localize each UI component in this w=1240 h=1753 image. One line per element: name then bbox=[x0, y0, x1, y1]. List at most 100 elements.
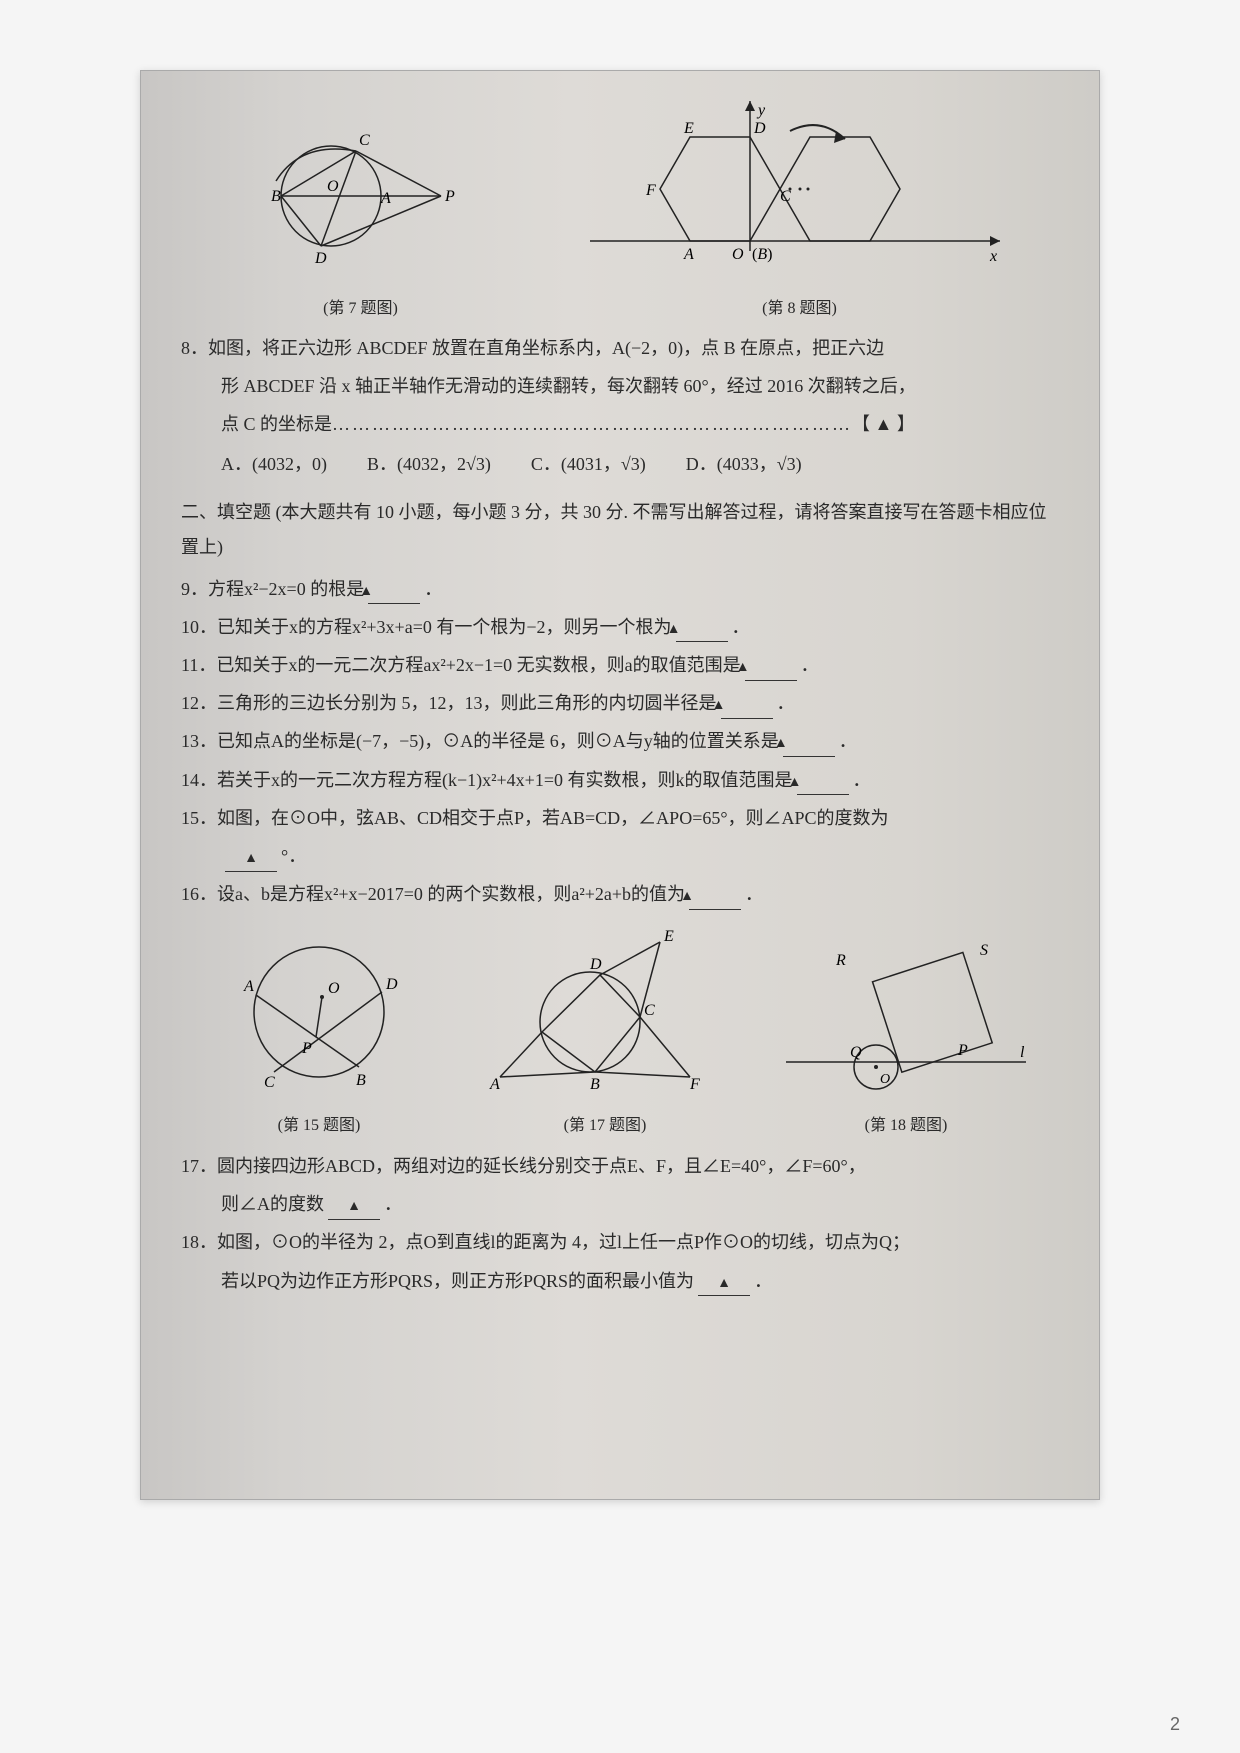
q8-optA: A．(4032，0) bbox=[221, 447, 327, 481]
q16-num: 16． bbox=[181, 884, 217, 904]
q18-cont: 若以PQ为边作正方形PQRS，则正方形PQRS的面积最小值为▲． bbox=[221, 1264, 1059, 1298]
fig15-caption: (第 15 题图) bbox=[204, 1111, 434, 1141]
svg-text:B: B bbox=[356, 1072, 366, 1089]
svg-text:y: y bbox=[756, 102, 766, 119]
svg-text:D: D bbox=[589, 956, 602, 973]
q8-optB: B．(4032，2√3) bbox=[367, 447, 491, 481]
q17-text-b: 则∠A的度数 bbox=[221, 1194, 324, 1214]
fig18-caption: (第 18 题图) bbox=[776, 1111, 1036, 1141]
content-area: B A P C D O (第 7 题图) y x bbox=[141, 71, 1099, 1499]
q17-cont: 则∠A的度数▲． bbox=[221, 1187, 1059, 1221]
q15-text: 如图，在⊙O中，弦AB、CD相交于点P，若AB=CD，∠APO=65°，则∠AP… bbox=[217, 808, 889, 828]
q12-blank: ▲ bbox=[721, 691, 773, 719]
fig18-svg: l O P Q R S bbox=[776, 927, 1036, 1097]
svg-text:A: A bbox=[489, 1076, 500, 1093]
figure-row-top: B A P C D O (第 7 题图) y x bbox=[181, 91, 1059, 325]
svg-text:D: D bbox=[314, 250, 327, 267]
svg-text:F: F bbox=[689, 1076, 700, 1093]
exam-page: B A P C D O (第 7 题图) y x bbox=[140, 70, 1100, 1500]
svg-text:x: x bbox=[989, 248, 997, 265]
q18-text-b: 若以PQ为边作正方形PQRS，则正方形PQRS的面积最小值为 bbox=[221, 1271, 694, 1291]
svg-text:B: B bbox=[271, 188, 281, 205]
svg-text:O: O bbox=[732, 246, 744, 263]
fig17-caption: (第 17 题图) bbox=[480, 1111, 730, 1141]
q16-text: 设a、b是方程x²+x−2017=0 的两个实数根，则a²+2a+b的值为 bbox=[217, 884, 685, 904]
figure-15: A D C B O P (第 15 题图) bbox=[204, 927, 434, 1141]
q8-optD: D．(4033，√3) bbox=[686, 447, 802, 481]
q8-line3a: 点 C 的坐标是 bbox=[221, 414, 332, 434]
svg-text:A: A bbox=[243, 978, 254, 995]
q15-unit: °． bbox=[281, 846, 306, 866]
q11-text: 已知关于x的一元二次方程ax²+2x−1=0 无实数根，则a的取值范围是 bbox=[216, 655, 740, 675]
svg-text:E: E bbox=[683, 120, 694, 137]
q15: 15．如图，在⊙O中，弦AB、CD相交于点P，若AB=CD，∠APO=65°，则… bbox=[209, 801, 1059, 835]
q12-text: 三角形的三边长分别为 5，12，13，则此三角形的内切圆半径是 bbox=[217, 693, 717, 713]
svg-text:E: E bbox=[663, 928, 674, 945]
q10-text: 已知关于x的方程x²+3x+a=0 有一个根为−2，则另一个根为 bbox=[217, 617, 672, 637]
svg-text:C: C bbox=[264, 1074, 275, 1091]
svg-text:S: S bbox=[980, 942, 988, 959]
q14-num: 14． bbox=[181, 770, 217, 790]
q8-text1: 如图，将正六边形 ABCDEF 放置在直角坐标系内，A(−2，0)，点 B 在原… bbox=[208, 338, 884, 358]
q13: 13．已知点A的坐标是(−7，−5)，⊙A的半径是 6，则⊙A与y轴的位置关系是… bbox=[209, 724, 1059, 758]
q9-text: 方程x²−2x=0 的根是 bbox=[208, 579, 364, 599]
q17: 17．圆内接四边形ABCD，两组对边的延长线分别交于点E、F，且∠E=40°，∠… bbox=[209, 1149, 1059, 1183]
q18-num: 18． bbox=[181, 1232, 217, 1252]
q14-text: 若关于x的一元二次方程方程(k−1)x²+4x+1=0 有实数根，则k的取值范围… bbox=[217, 770, 793, 790]
svg-text:A: A bbox=[683, 246, 694, 263]
q12: 12．三角形的三边长分别为 5，12，13，则此三角形的内切圆半径是▲． bbox=[209, 686, 1059, 720]
figure-17: A B F C D E (第 17 题图) bbox=[480, 927, 730, 1141]
svg-text:D: D bbox=[753, 120, 766, 137]
q15-num: 15． bbox=[181, 808, 217, 828]
q8-num: 8． bbox=[181, 338, 208, 358]
svg-text:B: B bbox=[590, 1076, 600, 1093]
fig17-svg: A B F C D E bbox=[480, 927, 730, 1097]
q18-blank: ▲ bbox=[698, 1269, 750, 1297]
fig8-caption: (第 8 题图) bbox=[590, 294, 1010, 324]
q17-num: 17． bbox=[181, 1156, 217, 1176]
q17-blank: ▲ bbox=[328, 1192, 380, 1220]
q10-num: 10． bbox=[181, 617, 217, 637]
fig7-svg: B A P C D O bbox=[231, 111, 491, 281]
svg-text:O: O bbox=[328, 980, 340, 997]
q14-blank: ▲ bbox=[797, 768, 849, 796]
figure-row-mid: A D C B O P (第 15 题图) bbox=[181, 927, 1059, 1141]
svg-text:C: C bbox=[780, 188, 791, 205]
q18: 18．如图，⊙O的半径为 2，点O到直线l的距离为 4，过l上任一点P作⊙O的切… bbox=[209, 1225, 1059, 1259]
q8-bracket: 【 ▲ 】 bbox=[852, 414, 915, 434]
figure-7: B A P C D O (第 7 题图) bbox=[231, 111, 491, 325]
q8-line3: 点 C 的坐标是……………………………………………………………………【 ▲ 】 bbox=[221, 407, 1059, 441]
q14: 14．若关于x的一元二次方程方程(k−1)x²+4x+1=0 有实数根，则k的取… bbox=[209, 763, 1059, 797]
q8-options: A．(4032，0) B．(4032，2√3) C．(4031，√3) D．(4… bbox=[221, 447, 1059, 481]
svg-text:P: P bbox=[957, 1042, 968, 1059]
q16: 16．设a、b是方程x²+x−2017=0 的两个实数根，则a²+2a+b的值为… bbox=[209, 877, 1059, 911]
figure-18: l O P Q R S (第 18 题图) bbox=[776, 927, 1036, 1141]
svg-text:O: O bbox=[880, 1072, 890, 1087]
q8-line1: 8．如图，将正六边形 ABCDEF 放置在直角坐标系内，A(−2，0)，点 B … bbox=[209, 331, 1059, 365]
svg-text:O: O bbox=[327, 178, 339, 195]
figure-8: y x A O (B) C bbox=[590, 91, 1010, 325]
q11-num: 11． bbox=[181, 655, 216, 675]
q13-blank: ▲ bbox=[783, 729, 835, 757]
q13-text: 已知点A的坐标是(−7，−5)，⊙A的半径是 6，则⊙A与y轴的位置关系是 bbox=[217, 731, 779, 751]
q10: 10．已知关于x的方程x²+3x+a=0 有一个根为−2，则另一个根为▲． bbox=[209, 610, 1059, 644]
svg-text:C: C bbox=[644, 1002, 655, 1019]
q9-blank: ▲ bbox=[368, 577, 420, 605]
q8-optC: C．(4031，√3) bbox=[531, 447, 646, 481]
q9-num: 9． bbox=[181, 579, 208, 599]
q9: 9．方程x²−2x=0 的根是▲． bbox=[209, 572, 1059, 606]
svg-text:A: A bbox=[380, 190, 391, 207]
q8-dots: …………………………………………………………………… bbox=[332, 414, 852, 434]
fig15-svg: A D C B O P bbox=[204, 927, 434, 1097]
svg-text:R: R bbox=[835, 952, 846, 969]
svg-text:(B): (B) bbox=[752, 246, 772, 263]
q11-blank: ▲ bbox=[745, 653, 797, 681]
svg-text:F: F bbox=[645, 182, 656, 199]
fig7-caption: (第 7 题图) bbox=[231, 294, 491, 324]
q8-line2: 形 ABCDEF 沿 x 轴正半轴作无滑动的连续翻转，每次翻转 60°，经过 2… bbox=[221, 369, 1059, 403]
svg-text:l: l bbox=[1020, 1044, 1025, 1061]
q18-text-a: 如图，⊙O的半径为 2，点O到直线l的距离为 4，过l上任一点P作⊙O的切线，切… bbox=[217, 1232, 910, 1252]
svg-text:Q: Q bbox=[850, 1044, 862, 1061]
svg-text:P: P bbox=[444, 188, 455, 205]
q17-text-a: 圆内接四边形ABCD，两组对边的延长线分别交于点E、F，且∠E=40°，∠F=6… bbox=[217, 1156, 866, 1176]
